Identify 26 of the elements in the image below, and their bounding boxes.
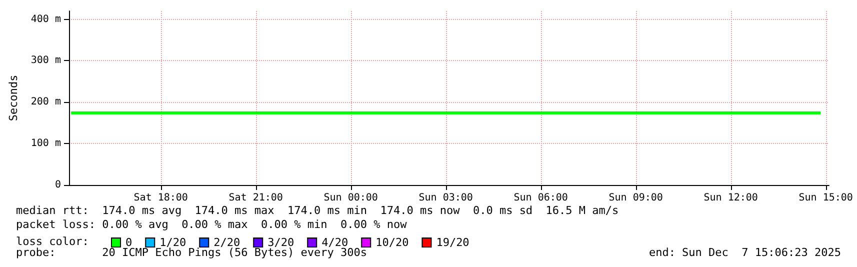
legend-label: 3/20 [268,236,294,249]
x-tick-label: Sun 15:00 [798,192,853,204]
y-tick-label: 200 m [30,96,61,108]
legend-label: 10/20 [376,236,409,249]
x-tick-label: Sun 00:00 [324,192,378,204]
x-tick-label: Sat 21:00 [228,192,283,204]
y-axis-title: Seconds [7,74,20,122]
x-tick-label: Sun 06:00 [514,192,568,204]
legend-label: 4/20 [322,236,348,249]
y-tick-label: 0 [54,180,61,190]
legend-label: 0 [126,236,132,249]
x-tick-label: Sun 03:00 [418,192,473,204]
text: median rtt: 174.0 ms avg 174.0 ms max 174.0 ms min 174.0 ms now 0.0 ms sd 16.5 M am/s [16,204,619,217]
text: packet loss: 0.00 % avg 0.00 % max 0.00 % min 0.00 % now [16,218,408,231]
legend-title: loss color: [16,235,89,248]
x-tick-label: Sun 12:00 [704,192,758,204]
y-tick-label: 400 m [30,14,61,25]
legend-label: 19/20 [436,236,470,249]
legend-label: 1/20 [160,236,186,249]
y-tick-label: 100 m [30,138,61,150]
y-tick-label: 300 m [30,55,61,66]
legend-label: 2/20 [214,236,240,249]
x-tick-label: Sat 18:00 [134,192,188,204]
x-tick-label: Sun 09:00 [608,192,663,204]
text: end: Sun Dec 7 15:06:23 2025 [648,246,842,259]
text: probe: 20 ICMP Echo Pings (56 Bytes) every 300s [16,246,367,259]
